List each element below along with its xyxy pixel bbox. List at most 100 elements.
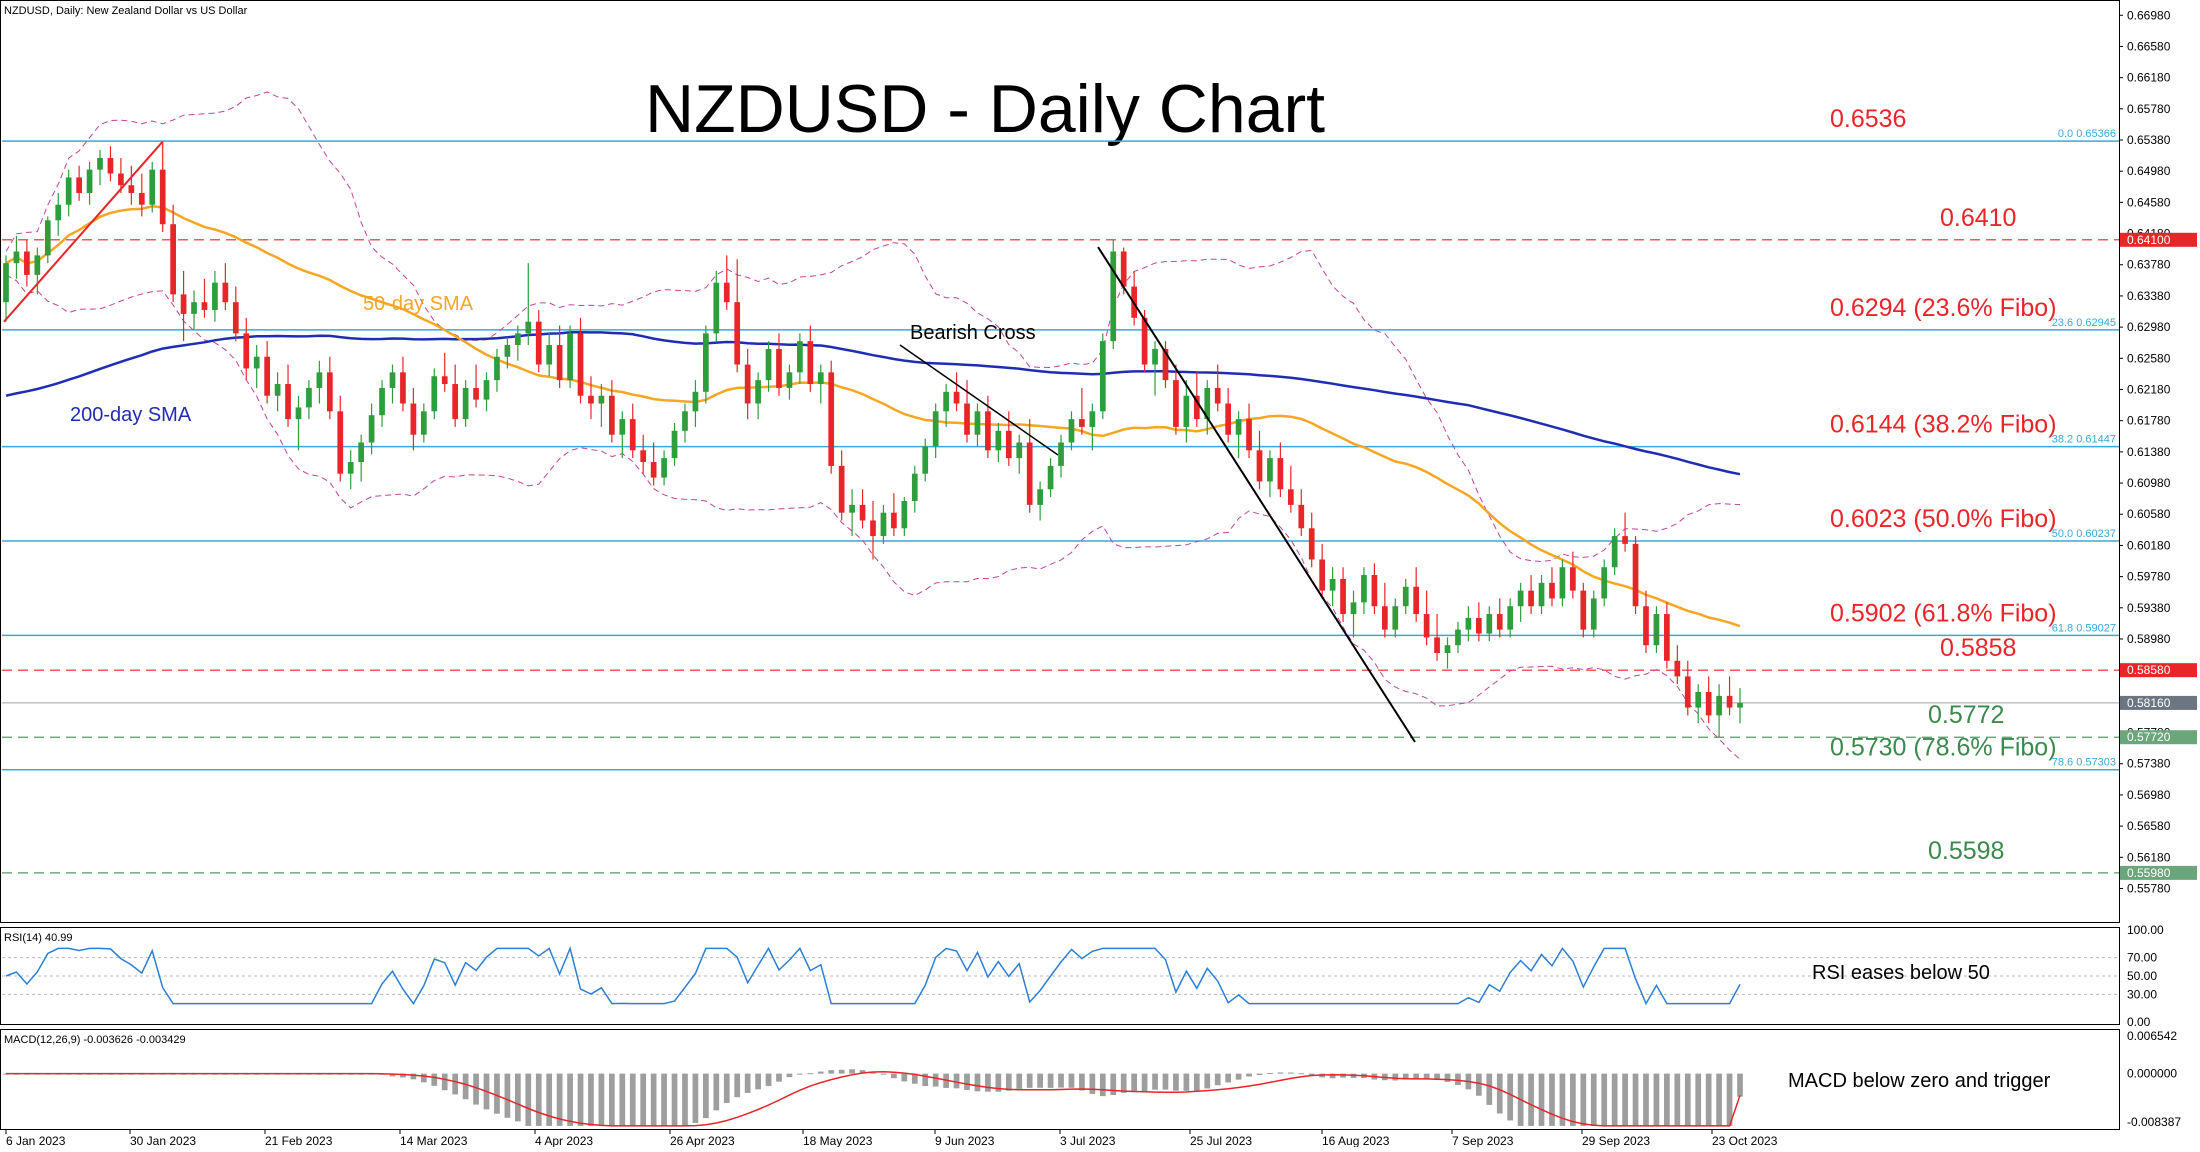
macd-histogram-bar	[1308, 1073, 1315, 1076]
macd-tick-label: 0.006542	[2127, 1029, 2177, 1043]
candle-body	[609, 395, 615, 435]
candle-body	[546, 345, 553, 365]
candle-body	[1361, 575, 1367, 603]
candle-body	[1486, 614, 1493, 634]
candle-body	[1298, 504, 1305, 529]
candle-body	[1110, 251, 1117, 342]
candle-body	[1559, 567, 1566, 599]
macd-histogram-bar	[514, 1073, 521, 1122]
macd-histogram-bar	[880, 1073, 887, 1075]
y-tick-label: 0.62980	[2127, 320, 2171, 334]
fibo-tag: 78.6 0.57303	[2052, 757, 2116, 769]
candle-body	[650, 462, 657, 478]
candle-body	[556, 345, 563, 381]
candle-body	[535, 321, 542, 365]
macd-histogram-bar	[891, 1073, 897, 1079]
candle-body	[985, 411, 991, 451]
macd-histogram-bar	[911, 1073, 918, 1084]
macd-histogram-bar	[1141, 1073, 1148, 1092]
candle-body	[65, 177, 72, 205]
rsi-tick-label: 50.00	[2127, 969, 2157, 983]
rsi-tick-label: 70.00	[2127, 951, 2157, 965]
sma50-line	[5, 205, 1741, 628]
candle-body	[1350, 602, 1357, 615]
y-tick-label: 0.63380	[2127, 289, 2171, 303]
macd-histogram-bar	[389, 1073, 396, 1077]
y-tick-label: 0.59380	[2127, 601, 2171, 615]
candle-body	[765, 348, 772, 381]
macd-histogram-bar	[1214, 1073, 1221, 1086]
macd-histogram-bar	[1528, 1073, 1534, 1126]
candle-body	[1058, 442, 1064, 466]
candle-body	[859, 504, 866, 521]
candle-body	[3, 263, 9, 303]
macd-histogram-bar	[441, 1073, 448, 1091]
resistance-label: 0.5858	[1940, 634, 2016, 662]
macd-histogram-bar	[1287, 1072, 1294, 1074]
price-tag-text: 0.58580	[2127, 663, 2171, 677]
candle-body	[326, 372, 333, 412]
macd-histogram-bar	[1611, 1073, 1618, 1126]
macd-histogram-bar	[1173, 1073, 1179, 1091]
macd-histogram-bar	[650, 1073, 657, 1126]
macd-histogram-bar	[1267, 1072, 1273, 1074]
candle-body	[964, 403, 970, 435]
candle-body	[1340, 578, 1346, 615]
macd-histogram-bar	[1225, 1073, 1232, 1083]
macd-histogram-bar	[838, 1069, 845, 1074]
y-tick-label: 0.60180	[2127, 538, 2171, 552]
macd-histogram-bar	[400, 1073, 406, 1078]
candle-body	[253, 356, 260, 369]
macd-histogram-bar	[734, 1073, 741, 1098]
macd-histogram-bar	[1162, 1073, 1169, 1090]
candle-body	[577, 333, 584, 396]
chart-title: NZDUSD - Daily Chart	[645, 71, 1325, 147]
candle-body	[1204, 387, 1211, 420]
uptrend-line	[3, 140, 164, 323]
rsi-panel: 100.00 70.00 50.00 30.00 0.00	[2, 923, 2164, 1029]
candle-body	[316, 372, 323, 388]
macd-histogram-bar	[682, 1073, 688, 1126]
candle-body	[337, 411, 344, 474]
macd-histogram-bar	[1601, 1073, 1608, 1126]
y-tick-label: 0.61380	[2127, 445, 2171, 459]
candle-body	[149, 169, 156, 205]
trendlines	[3, 140, 1416, 743]
macd-histogram-bar	[420, 1073, 427, 1083]
candle-body	[776, 348, 782, 388]
fibo-tag: 23.6 0.62945	[2052, 317, 2116, 329]
candle-body	[1047, 465, 1054, 490]
price-tag-text: 0.58160	[2127, 696, 2171, 710]
candle-body	[1256, 450, 1263, 482]
candle-body	[1089, 411, 1096, 427]
macd-histogram-bar	[703, 1073, 709, 1119]
macd-histogram-bar	[1674, 1073, 1681, 1126]
candle-body	[838, 465, 845, 513]
candle-body	[911, 473, 918, 501]
x-tick-label: 7 Sep 2023	[1452, 1134, 1514, 1147]
candle-body	[1319, 559, 1326, 591]
y-tick-label: 0.66980	[2127, 8, 2171, 22]
macd-histogram-bar	[1016, 1073, 1023, 1089]
macd-histogram-bar	[901, 1073, 908, 1082]
candle-body	[1580, 590, 1587, 630]
candle-body	[525, 321, 532, 334]
macd-histogram-bar	[1716, 1073, 1722, 1126]
candle-body	[1235, 419, 1242, 435]
candle-body	[1643, 606, 1649, 646]
macd-histogram-bar	[577, 1073, 584, 1126]
macd-histogram-bar	[1413, 1073, 1420, 1079]
y-tick-label: 0.61780	[2127, 414, 2171, 428]
macd-signal-line	[6, 1070, 1741, 1127]
macd-histogram-bar	[713, 1073, 720, 1111]
fibo-level-label: 0.6023 (50.0% Fibo)	[1830, 505, 2057, 533]
price-axis: 0.66980 0.66580 0.66180 0.65780 0.65380 0.649…	[2119, 8, 2197, 895]
macd-histogram-bar	[1183, 1073, 1190, 1091]
candle-body	[34, 255, 41, 275]
candle-body	[462, 387, 469, 420]
candle-body	[629, 419, 636, 451]
macd-histogram-bar	[765, 1073, 772, 1087]
candle-body	[1507, 606, 1514, 630]
candle-body	[797, 341, 803, 373]
